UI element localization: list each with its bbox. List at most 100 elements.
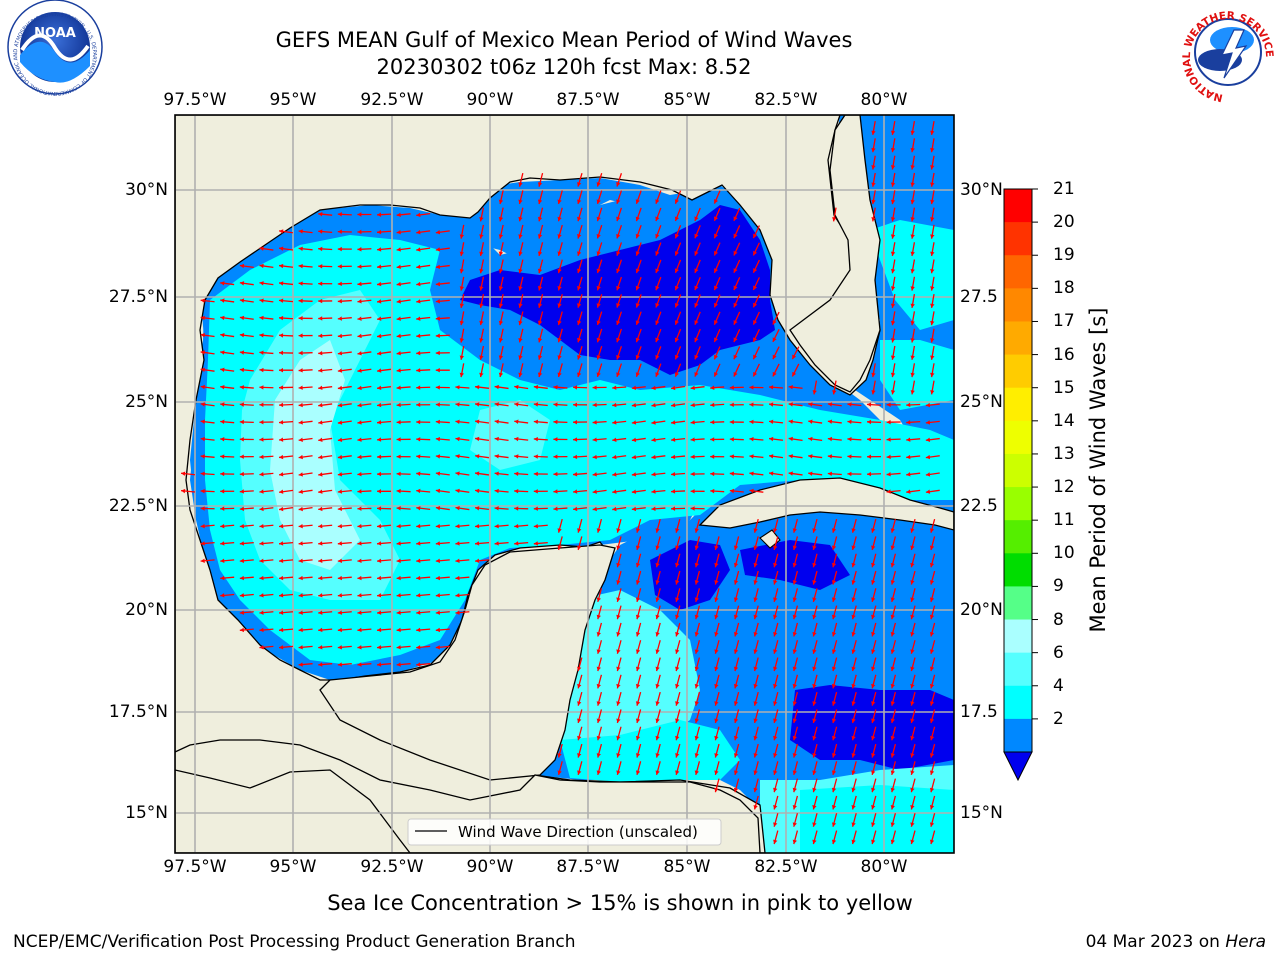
- wind-arrow: [435, 506, 450, 511]
- wind-arrow: [752, 346, 760, 360]
- wind-arrow: [812, 778, 818, 793]
- wind-arrow: [733, 657, 740, 672]
- wind-arrow: [259, 298, 274, 303]
- wind-arrow: [239, 350, 254, 355]
- wind-arrow: [337, 662, 352, 667]
- wind-arrow: [259, 454, 274, 460]
- wind-arrow: [616, 311, 623, 326]
- wind-arrow: [635, 691, 642, 706]
- wind-arrow: [831, 691, 838, 706]
- wind-arrow: [200, 471, 215, 476]
- wind-arrow: [616, 657, 622, 672]
- wind-arrow: [416, 212, 431, 218]
- wind-arrow: [694, 242, 701, 256]
- wind-arrow: [929, 726, 936, 741]
- wind-arrow: [714, 553, 720, 568]
- wind-arrow: [572, 454, 588, 460]
- wind-arrow: [675, 553, 681, 568]
- wind-arrow: [890, 155, 896, 170]
- wind-arrow: [655, 225, 662, 239]
- wind-arrow: [577, 743, 583, 758]
- wind-arrow: [474, 488, 490, 494]
- wind-arrow: [557, 242, 563, 257]
- wind-arrow: [792, 536, 799, 551]
- lat-tick-right: 25°N: [960, 392, 1003, 412]
- wind-arrow: [220, 350, 235, 355]
- wind-arrow: [577, 518, 583, 533]
- wind-arrow: [200, 402, 215, 407]
- colorbar-segment: [1004, 619, 1032, 654]
- wind-arrow: [812, 726, 818, 741]
- wind-arrow: [753, 709, 759, 724]
- wind-arrow: [694, 709, 701, 724]
- wind-arrow: [514, 454, 529, 459]
- wind-arrow: [910, 311, 916, 326]
- wind-arrow: [910, 640, 916, 654]
- wind-arrow: [514, 523, 529, 529]
- wind-arrow: [479, 224, 485, 239]
- wind-arrow: [494, 488, 509, 494]
- wind-arrow: [890, 830, 897, 845]
- wind-arrow: [416, 419, 431, 425]
- wind-arrow: [479, 345, 485, 360]
- wind-arrow: [318, 212, 333, 217]
- wind-arrow: [200, 315, 215, 321]
- wind-arrow: [396, 299, 411, 304]
- wind-arrow: [827, 419, 842, 424]
- colorbar-tick: 11: [1053, 510, 1075, 531]
- wind-arrow: [577, 346, 583, 360]
- wind-arrow: [596, 605, 603, 620]
- wind-arrow: [518, 242, 524, 257]
- colorbar-segment: [1004, 288, 1032, 322]
- wind-arrow: [616, 588, 622, 603]
- colorbar-tick: 12: [1053, 477, 1075, 498]
- wind-arrow: [890, 570, 897, 585]
- lat-tick-right: 27.5: [960, 287, 998, 307]
- wind-arrow: [259, 645, 274, 650]
- wind-arrow: [318, 402, 333, 408]
- wind-arrow: [773, 657, 779, 672]
- wind-arrow: [866, 437, 882, 442]
- wind-arrow: [596, 346, 603, 360]
- wind-arrow: [694, 346, 701, 360]
- wind-arrow: [690, 402, 705, 408]
- wind-arrow: [792, 570, 799, 585]
- wind-arrow: [773, 640, 779, 654]
- wind-arrow: [890, 588, 897, 603]
- wind-arrow: [890, 224, 896, 239]
- wind-arrow: [494, 419, 509, 424]
- wind-arrow: [259, 385, 274, 390]
- wind-arrow: [416, 593, 431, 598]
- wind-arrow: [925, 437, 940, 442]
- wind-arrow: [416, 662, 431, 667]
- wind-arrow: [635, 276, 642, 291]
- wind-arrow: [929, 674, 936, 689]
- wind-arrow: [376, 385, 392, 391]
- wind-arrow: [435, 627, 450, 633]
- wind-arrow: [749, 471, 764, 476]
- wind-arrow: [616, 674, 622, 689]
- wind-arrow: [435, 436, 450, 442]
- wind-arrow: [733, 709, 740, 724]
- wind-arrow: [396, 368, 411, 373]
- wind-arrow: [396, 385, 411, 390]
- wind-arrow: [537, 259, 544, 274]
- colorbar-segment: [1004, 222, 1032, 256]
- wind-arrow: [729, 437, 744, 442]
- wind-arrow: [239, 315, 254, 321]
- wind-arrow: [930, 345, 935, 360]
- wind-arrow: [537, 363, 544, 378]
- wind-arrow: [298, 627, 313, 633]
- wind-arrow: [479, 242, 485, 257]
- wind-arrow: [752, 363, 760, 377]
- wind-arrow: [537, 190, 544, 205]
- wind-arrow: [337, 420, 352, 425]
- wind-arrow: [930, 293, 935, 309]
- wind-arrow: [596, 173, 603, 187]
- wind-arrow: [537, 276, 544, 291]
- wind-arrow: [886, 419, 901, 425]
- wind-arrow: [435, 333, 450, 338]
- wind-arrow: [396, 316, 411, 321]
- wind-arrow: [318, 333, 333, 338]
- wind-arrow: [929, 588, 936, 603]
